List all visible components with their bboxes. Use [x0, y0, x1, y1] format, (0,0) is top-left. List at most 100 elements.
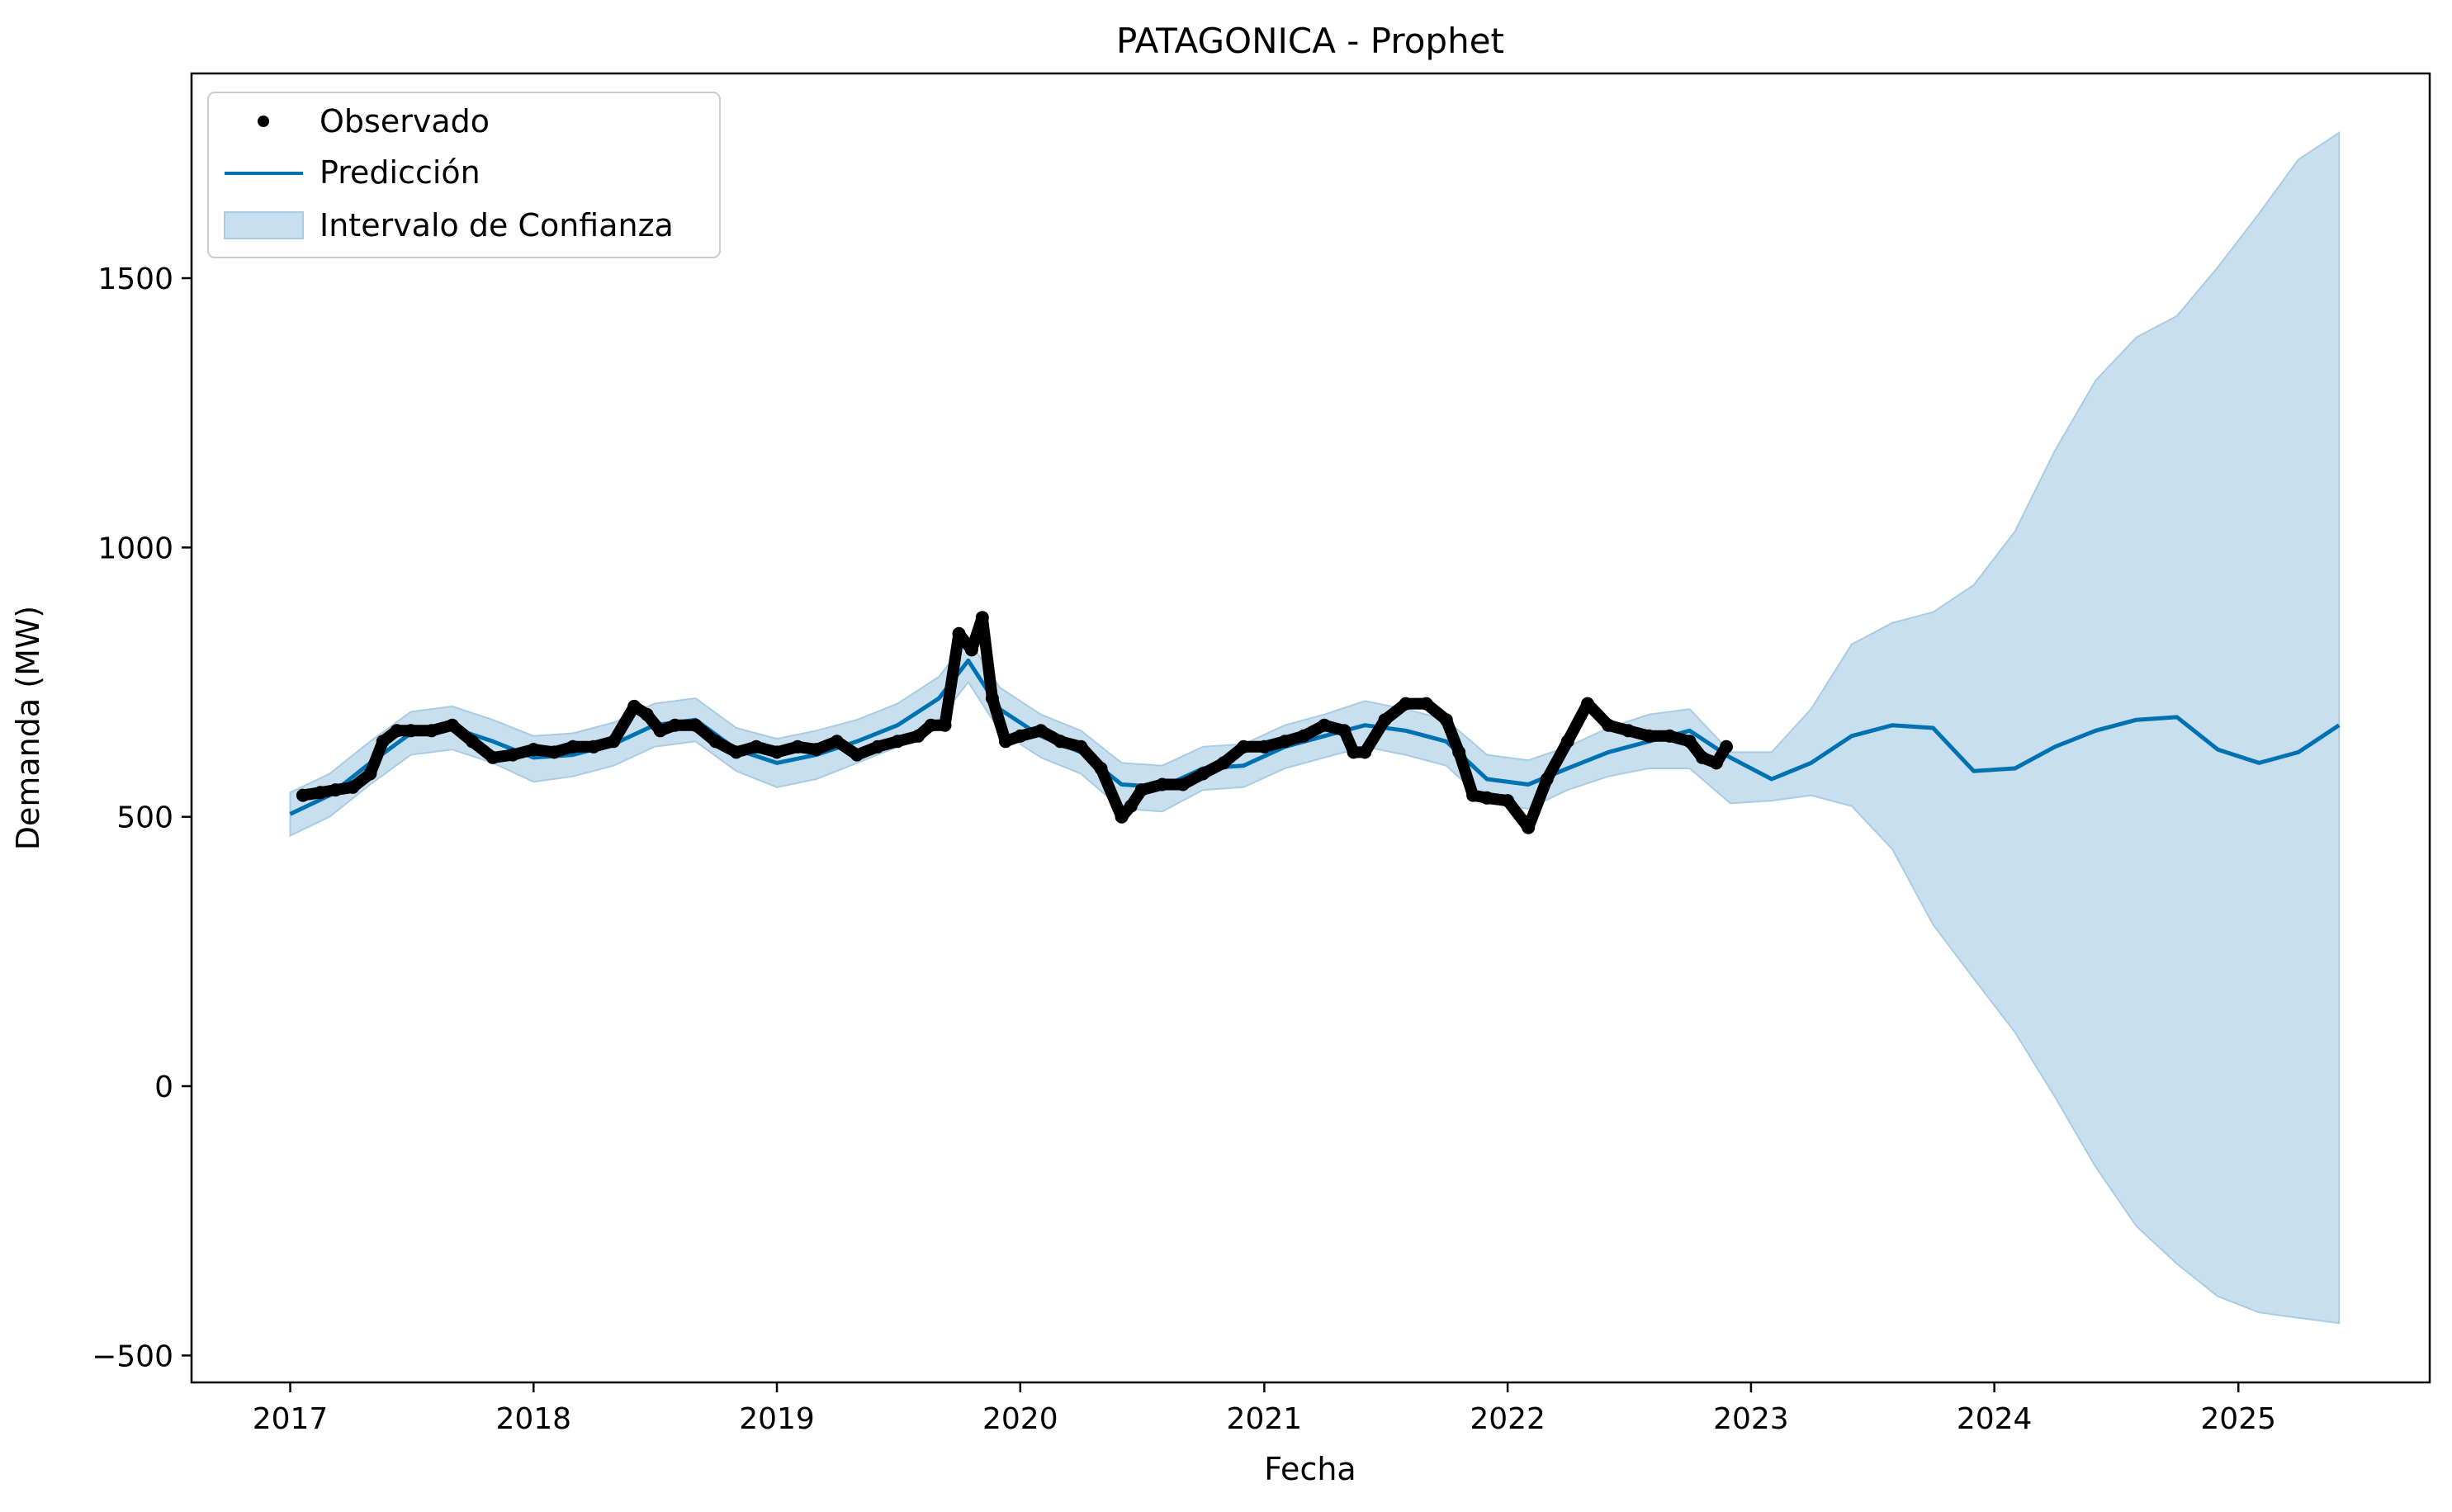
legend-interval-swatch	[224, 211, 304, 239]
x-tick-label: 2020	[982, 1402, 1058, 1436]
y-tick-label: 500	[116, 801, 173, 835]
observed-point	[891, 735, 905, 749]
plot-area	[289, 130, 2341, 1325]
observed-point	[1318, 718, 1332, 732]
observed-point	[1480, 791, 1494, 805]
observed-point	[1560, 735, 1574, 749]
observed-point	[770, 745, 783, 759]
x-axis-ticks: 2017 2018 2019 2020 2021 2022 2023 2024 2025	[253, 1382, 2276, 1436]
observed-point	[975, 611, 989, 625]
plot-frame	[190, 72, 2431, 1384]
x-tick-label: 2019	[739, 1402, 815, 1436]
legend-observed-marker	[258, 116, 269, 127]
observed-point	[1094, 762, 1108, 775]
y-axis-label: Demanda (MW)	[10, 606, 46, 851]
observed-point	[607, 735, 621, 749]
observed-point	[750, 739, 763, 754]
observed-point	[653, 724, 667, 738]
observed-point	[1419, 697, 1433, 711]
observed-point	[1297, 729, 1310, 743]
observed-point	[404, 724, 418, 738]
observed-point	[313, 786, 327, 800]
observed-point	[1621, 724, 1635, 738]
observed-point	[1034, 724, 1048, 738]
legend-observed-label: Observado	[320, 103, 490, 139]
x-tick-label: 2018	[495, 1402, 571, 1436]
observed-point	[1347, 745, 1361, 759]
observed-point	[527, 743, 541, 757]
legend-prediction-label: Predicción	[320, 154, 480, 191]
observed-point	[911, 729, 925, 743]
observed-point	[1399, 697, 1413, 711]
observed-point	[1581, 697, 1594, 711]
observed-point	[830, 735, 844, 749]
observed-point	[424, 724, 438, 738]
observed-point	[296, 788, 310, 802]
observed-point	[329, 783, 343, 797]
observed-point	[1217, 756, 1231, 770]
legend-interval-label: Intervalo de Confianza	[320, 207, 674, 243]
observed-point	[1466, 788, 1480, 802]
observed-point	[1358, 745, 1372, 759]
x-tick-label: 2017	[253, 1402, 329, 1436]
observed-point	[1695, 750, 1709, 764]
observed-point	[547, 745, 561, 759]
observed-point	[1642, 729, 1656, 743]
observed-point	[999, 735, 1012, 749]
observed-point	[627, 699, 641, 713]
observed-point	[809, 743, 823, 757]
observed-point	[1196, 767, 1210, 781]
y-axis-ticks: −500 0 500 1000 1500	[92, 262, 192, 1373]
y-tick-label: 0	[154, 1070, 173, 1104]
observed-point	[871, 739, 884, 754]
observed-point	[1074, 739, 1088, 754]
observed-point	[1709, 756, 1723, 770]
observed-point	[1115, 810, 1129, 824]
observed-point	[1013, 729, 1027, 743]
observed-point	[1257, 739, 1271, 754]
observed-point	[466, 735, 479, 749]
observed-point	[506, 748, 520, 762]
observed-point	[1176, 777, 1190, 791]
x-tick-label: 2022	[1470, 1402, 1546, 1436]
observed-point	[1522, 820, 1536, 834]
observed-point	[1134, 783, 1148, 797]
observed-point	[708, 735, 722, 749]
x-tick-label: 2023	[1713, 1402, 1789, 1436]
observed-point	[689, 718, 703, 732]
chart-title: PATAGONICA - Prophet	[1116, 21, 1504, 61]
observed-point	[1452, 745, 1466, 759]
observed-point	[587, 739, 600, 754]
x-tick-label: 2025	[2200, 1402, 2276, 1436]
observed-point	[346, 780, 360, 794]
observed-point	[1683, 735, 1697, 749]
observed-point	[1378, 713, 1392, 727]
observed-point	[668, 718, 682, 732]
observed-point	[985, 692, 999, 706]
observed-points-layer	[296, 611, 1733, 834]
y-tick-label: 1000	[97, 532, 173, 565]
observed-point	[952, 626, 966, 640]
observed-point	[1439, 713, 1453, 727]
observed-point	[1540, 773, 1554, 786]
observed-point	[376, 735, 390, 749]
observed-point	[1053, 735, 1067, 749]
x-tick-label: 2024	[1957, 1402, 2033, 1436]
observed-point	[850, 748, 864, 762]
legend-box	[207, 92, 721, 258]
observed-point	[363, 767, 377, 781]
observed-point	[1237, 739, 1251, 754]
observed-point	[486, 750, 499, 764]
observed-point	[964, 643, 978, 657]
observed-point	[445, 718, 459, 732]
x-axis-label: Fecha	[1264, 1451, 1356, 1487]
observed-point	[566, 739, 580, 754]
observed-point	[1155, 777, 1169, 791]
observed-point	[640, 707, 654, 721]
observed-point	[791, 739, 805, 754]
x-tick-label: 2021	[1227, 1402, 1303, 1436]
observed-point	[1602, 718, 1616, 732]
y-tick-label: −500	[92, 1340, 173, 1373]
observed-point	[390, 724, 404, 738]
